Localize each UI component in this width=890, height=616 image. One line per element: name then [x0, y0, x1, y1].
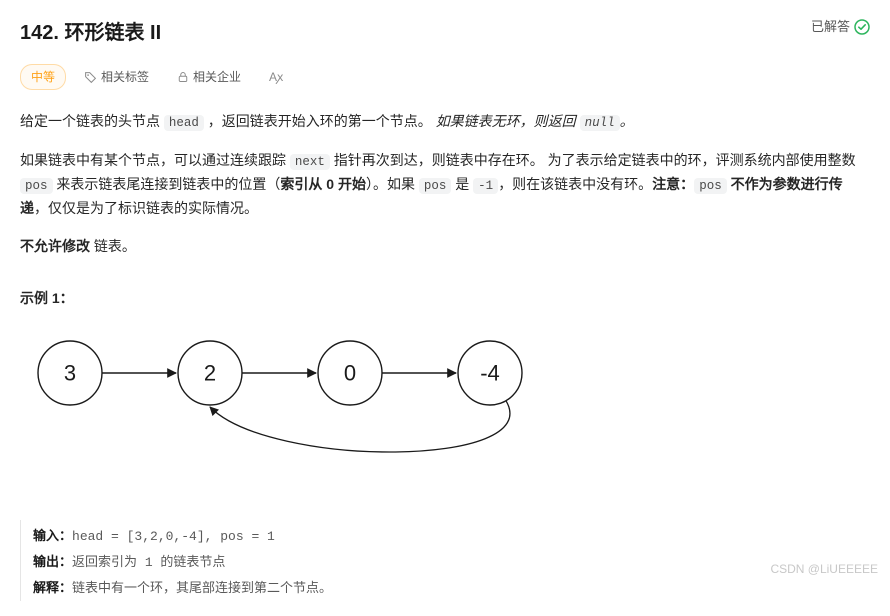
difficulty-pill[interactable]: 中等	[20, 64, 66, 90]
problem-description: 给定一个链表的头节点 head ，返回链表开始入环的第一个节点。 如果链表无环，…	[20, 110, 870, 258]
code-null: null	[580, 115, 620, 131]
text: ，返回链表开始入环的第一个节点。	[204, 113, 436, 129]
problem-title: 142. 环形链表 II	[20, 16, 161, 50]
io-key: 输出：	[33, 554, 72, 569]
text: 是	[451, 176, 473, 192]
lock-icon	[177, 71, 189, 83]
example-io: 输入：head = [3,2,0,-4], pos = 1 输出：返回索引为 1…	[20, 520, 870, 601]
text: ，仅仅是为了标识链表的实际情况。	[34, 200, 258, 216]
svg-text:2: 2	[204, 360, 216, 385]
related-tags-label: 相关标签	[101, 67, 149, 87]
code-pos2: pos	[419, 178, 452, 194]
io-val: head = [3,2,0,-4], pos = 1	[72, 529, 275, 544]
svg-text:3: 3	[64, 360, 76, 385]
solved-indicator: 已解答	[811, 16, 870, 38]
text: ，则在该链表中没有环。	[498, 176, 652, 192]
code-neg1: -1	[473, 178, 498, 194]
desc-p3: 不允许修改 链表。	[20, 235, 870, 259]
io-key: 输入：	[33, 528, 72, 543]
text: 如果链表中有某个节点，可以通过连续跟踪	[20, 152, 290, 168]
font-icon: Aꭗ	[269, 67, 283, 87]
text-strong: 注意：	[652, 176, 694, 192]
text-strong: 不允许修改	[20, 238, 94, 254]
text: ）。如果	[366, 176, 419, 192]
svg-text:0: 0	[344, 360, 356, 385]
code-head: head	[164, 115, 204, 131]
text: 链表。	[94, 238, 136, 254]
code-pos3: pos	[694, 178, 727, 194]
linked-list-diagram: 3 2 0 -4	[20, 323, 870, 511]
tag-icon	[84, 71, 97, 84]
text: 来表示链表尾连接到链表中的位置（	[53, 176, 281, 192]
related-companies-label: 相关企业	[193, 67, 241, 87]
io-explain: 解释：链表中有一个环，其尾部连接到第二个节点。	[33, 576, 870, 602]
io-output: 输出：返回索引为 1 的链表节点	[33, 550, 870, 576]
io-key: 解释：	[33, 580, 72, 595]
tags-row: 中等 相关标签 相关企业 Aꭗ	[20, 64, 870, 90]
code-pos: pos	[20, 178, 53, 194]
desc-p1: 给定一个链表的头节点 head ，返回链表开始入环的第一个节点。 如果链表无环，…	[20, 110, 870, 134]
diagram-svg: 3 2 0 -4	[20, 323, 580, 503]
related-companies-pill[interactable]: 相关企业	[167, 65, 251, 89]
text: 指针再次到达，则链表中存在环。 为了表示给定链表中的环，评测系统内部使用整数	[330, 152, 856, 168]
font-size-pill[interactable]: Aꭗ	[259, 65, 293, 89]
io-val: 返回索引为 1 的链表节点	[72, 555, 225, 570]
check-circle-icon	[854, 19, 870, 35]
io-input: 输入：head = [3,2,0,-4], pos = 1	[33, 524, 870, 550]
io-val: 链表中有一个环，其尾部连接到第二个节点。	[72, 581, 332, 596]
related-tags-pill[interactable]: 相关标签	[74, 65, 159, 89]
text: 给定一个链表的头节点	[20, 113, 164, 129]
text-strong: 索引从 0 开始	[280, 176, 366, 192]
svg-text:-4: -4	[480, 360, 500, 385]
text: 如果链表无环，则返回	[436, 113, 580, 129]
desc-p2: 如果链表中有某个节点，可以通过连续跟踪 next 指针再次到达，则链表中存在环。…	[20, 149, 870, 221]
solved-label: 已解答	[811, 16, 850, 38]
code-next: next	[290, 154, 330, 170]
text: 。	[620, 113, 634, 129]
example-label: 示例 1：	[20, 287, 870, 311]
